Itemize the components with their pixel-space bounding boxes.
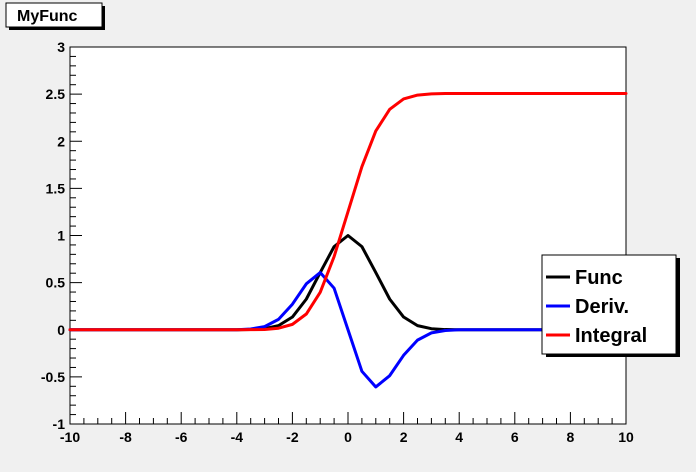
x-tick-label: -10 [60, 429, 80, 445]
y-tick-label: 3 [57, 39, 65, 55]
y-tick-label: 2.5 [46, 86, 66, 102]
title-box: MyFunc [5, 2, 105, 30]
x-tick-label: 10 [618, 429, 634, 445]
x-tick-label: -8 [119, 429, 132, 445]
x-tick-label: -2 [286, 429, 299, 445]
y-tick-label: 1.5 [46, 180, 66, 196]
series-line-deriv [68, 271, 628, 389]
y-tick-label: 1 [57, 228, 65, 244]
x-tick-label: 0 [344, 429, 352, 445]
legend: Func Deriv. Integral [541, 254, 680, 357]
y-tick-label: 0.5 [46, 275, 66, 291]
axis-tick-labels: -10 -8 -6 -4 -2 0 2 4 6 8 10 -1 -0.5 0 0.5 1 1.5 2 2.5 3 [41, 39, 634, 445]
x-tick-label: 2 [400, 429, 408, 445]
legend-label-deriv: Deriv. [575, 296, 629, 318]
y-tick-label: -0.5 [41, 369, 65, 385]
axis-ticks [69, 46, 627, 425]
series-line-integral [68, 91, 628, 332]
chart-title: MyFunc [17, 8, 78, 25]
legend-label-func: Func [575, 267, 623, 289]
y-tick-label: -1 [53, 416, 66, 432]
y-tick-label: 0 [57, 322, 65, 338]
x-tick-label: 4 [455, 429, 463, 445]
x-tick-label: 6 [511, 429, 519, 445]
x-tick-label: -4 [231, 429, 244, 445]
y-tick-label: 2 [57, 133, 65, 149]
x-tick-label: 8 [567, 429, 575, 445]
series-lines [68, 91, 628, 389]
x-tick-label: -6 [175, 429, 188, 445]
legend-label-integral: Integral [575, 325, 647, 347]
